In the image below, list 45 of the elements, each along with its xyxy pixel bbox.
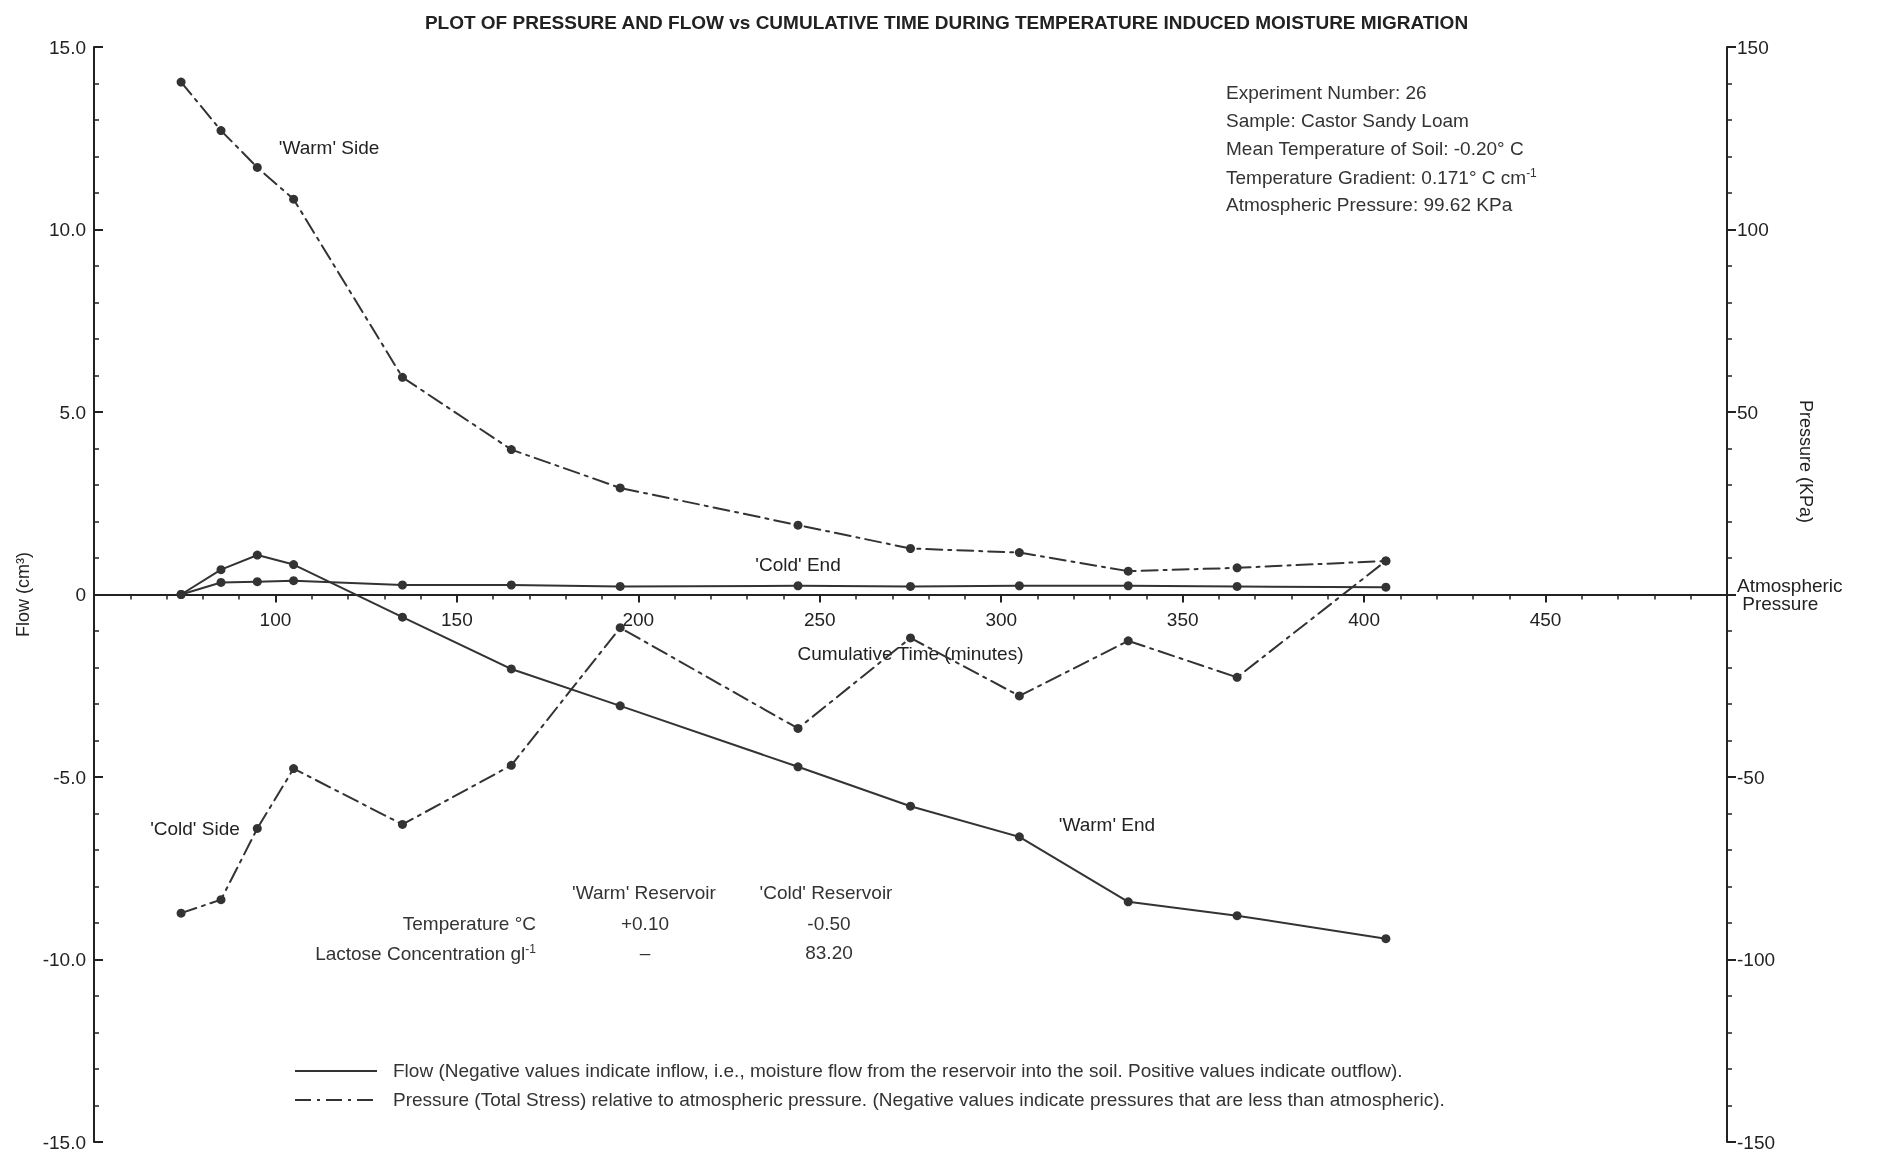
annotation: Pressure (Total Stress) relative to atmospheric pressure. (Negative values indicate pressures that are less than atmospheric). bbox=[393, 1089, 1445, 1110]
x-tick-label: 200 bbox=[622, 608, 655, 630]
x-axis-title: Cumulative Time (minutes) bbox=[797, 642, 1024, 664]
annotation: Atmospheric Pressure: 99.62 KPa bbox=[1226, 194, 1513, 215]
y-tick-label: 15.0 bbox=[49, 36, 86, 58]
annotation: Mean Temperature of Soil: -0.20° C bbox=[1226, 138, 1524, 159]
y2-tick-label: 50 bbox=[1737, 401, 1759, 423]
x-tick-label: 250 bbox=[803, 608, 836, 630]
y2-tick-label: -100 bbox=[1737, 949, 1776, 970]
y2-tick-label: Atmospheric Pressure bbox=[1737, 575, 1843, 614]
y2-tick-label: 150 bbox=[1737, 36, 1769, 58]
y-tick-label: 0 bbox=[75, 584, 86, 605]
annotation: Temperature Gradient: 0.171° C cm$^{-1}$ bbox=[1226, 166, 1537, 189]
series-label: 'Warm' Side bbox=[278, 136, 380, 158]
y-tick-label: -10.0 bbox=[42, 949, 86, 970]
y2-tick-label: 100 bbox=[1737, 219, 1769, 240]
y-axis-title: Flow (cm³) bbox=[12, 552, 33, 637]
x-tick-label: 350 bbox=[1166, 608, 1199, 630]
series-label: 'Cold' Side bbox=[150, 817, 240, 839]
y-tick-label: -15.0 bbox=[42, 1131, 86, 1153]
y2-tick-label: -50 bbox=[1737, 766, 1765, 788]
y2-tick-label: -150 bbox=[1737, 1131, 1776, 1153]
annotation: 'Cold' Reservoir bbox=[759, 882, 893, 903]
x-tick-label: 150 bbox=[441, 608, 473, 630]
x-tick-label: 300 bbox=[985, 608, 1018, 630]
annotation: Lactose Concentration gl$^{-1}$ bbox=[315, 942, 536, 965]
annotation: – bbox=[639, 942, 651, 963]
series-label: 'Warm' End bbox=[1058, 814, 1156, 836]
y-tick-label: -5.0 bbox=[53, 766, 86, 788]
x-tick-label: 100 bbox=[259, 608, 292, 630]
y-tick-label: 5.0 bbox=[59, 401, 86, 423]
x-tick-label: 450 bbox=[1529, 608, 1562, 630]
annotation: Experiment Number: 26 bbox=[1226, 82, 1427, 103]
annotation: +0.10 bbox=[620, 913, 670, 934]
annotation: 'Warm' Reservoir bbox=[572, 882, 716, 903]
chart-title: PLOT OF PRESSURE AND FLOW vs CUMULATIVE TIME DURING TEMPERATURE INDUCED MOISTURE MIGRATION bbox=[424, 12, 1469, 33]
annotation: -0.50 bbox=[807, 913, 851, 934]
y-tick-label: 10.0 bbox=[49, 219, 86, 240]
annotation: Temperature °C bbox=[402, 913, 536, 934]
series-label: 'Cold' End bbox=[755, 554, 841, 576]
annotation: Flow (Negative values indicate inflow, i.e., moisture flow from the reservoir into the soil. Positive values indicate outflow). bbox=[393, 1060, 1403, 1081]
annotation: Sample: Castor Sandy Loam bbox=[1226, 110, 1469, 131]
y2-axis-title: Pressure (KPa) bbox=[1796, 400, 1816, 524]
annotation: 83.20 bbox=[805, 942, 853, 963]
x-tick-label: 400 bbox=[1348, 608, 1380, 630]
